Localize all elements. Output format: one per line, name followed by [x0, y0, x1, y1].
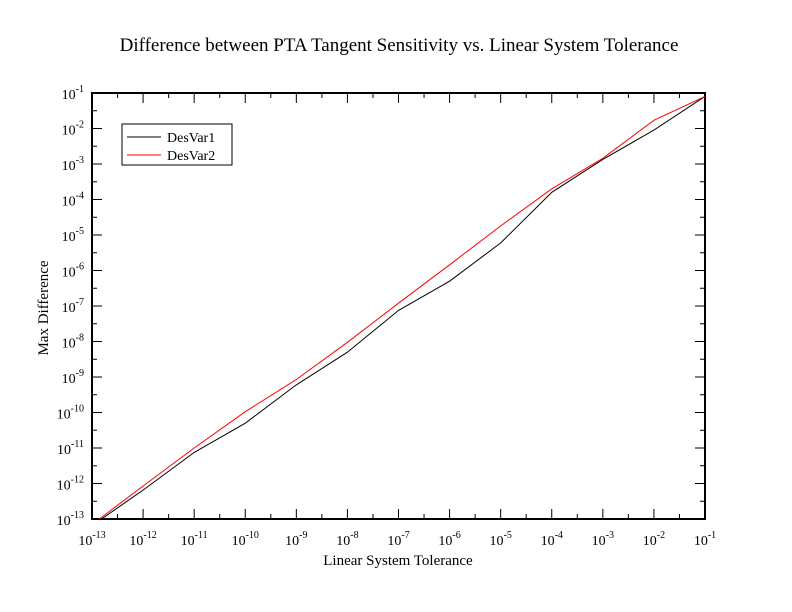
x-tick-label: 10-10 — [232, 530, 259, 549]
y-tick-label: 10-8 — [62, 333, 84, 352]
y-tick-label: 10-7 — [62, 297, 84, 316]
x-tick-label: 10-3 — [592, 530, 614, 549]
x-tick-label: 10-8 — [336, 530, 358, 549]
y-tick-label: 10-13 — [57, 510, 84, 529]
y-tick-label: 10-1 — [62, 84, 84, 103]
legend: DesVar1 DesVar2 — [121, 123, 233, 166]
x-tick-label: 10-6 — [438, 530, 460, 549]
x-tick-label: 10-11 — [181, 530, 208, 549]
legend-label-desvar2: DesVar2 — [167, 149, 215, 164]
y-tick-label: 10-11 — [57, 439, 84, 458]
y-tick-label: 10-4 — [62, 191, 84, 210]
chart-title: Difference between PTA Tangent Sensitivi… — [120, 35, 679, 56]
series-line-desvar2 — [98, 95, 705, 519]
y-axis: 10-13 10-12 10-11 10-10 10-9 10-8 10-7 10-6 10-5… — [57, 84, 705, 529]
y-tick-label: 10-12 — [57, 475, 84, 494]
y-tick-label: 10-5 — [62, 226, 84, 245]
x-tick-label: 10-9 — [285, 530, 307, 549]
series-lines — [98, 95, 705, 519]
y-tick-label: 10-6 — [62, 262, 84, 281]
y-tick-label: 10-2 — [62, 120, 84, 139]
x-tick-label: 10-13 — [78, 530, 105, 549]
y-axis-label: Max Difference — [36, 260, 52, 355]
x-tick-label: 10-1 — [694, 530, 716, 549]
x-axis: 10-13 10-12 10-11 10-10 10-9 10-8 10-7 10-6 10-5… — [78, 93, 716, 549]
y-tick-label: 10-10 — [57, 404, 84, 423]
legend-label-desvar1: DesVar1 — [167, 131, 215, 146]
legend-box — [121, 123, 233, 166]
y-tick-label: 10-3 — [62, 155, 84, 174]
x-tick-label: 10-4 — [541, 530, 563, 549]
y-tick-label: 10-9 — [62, 368, 84, 387]
series-line-desvar1 — [100, 95, 705, 519]
x-tick-label: 10-12 — [129, 530, 156, 549]
x-tick-label: 10-5 — [489, 530, 511, 549]
x-axis-label: Linear System Tolerance — [323, 553, 473, 569]
x-tick-label: 10-2 — [643, 530, 665, 549]
x-tick-label: 10-7 — [387, 530, 409, 549]
